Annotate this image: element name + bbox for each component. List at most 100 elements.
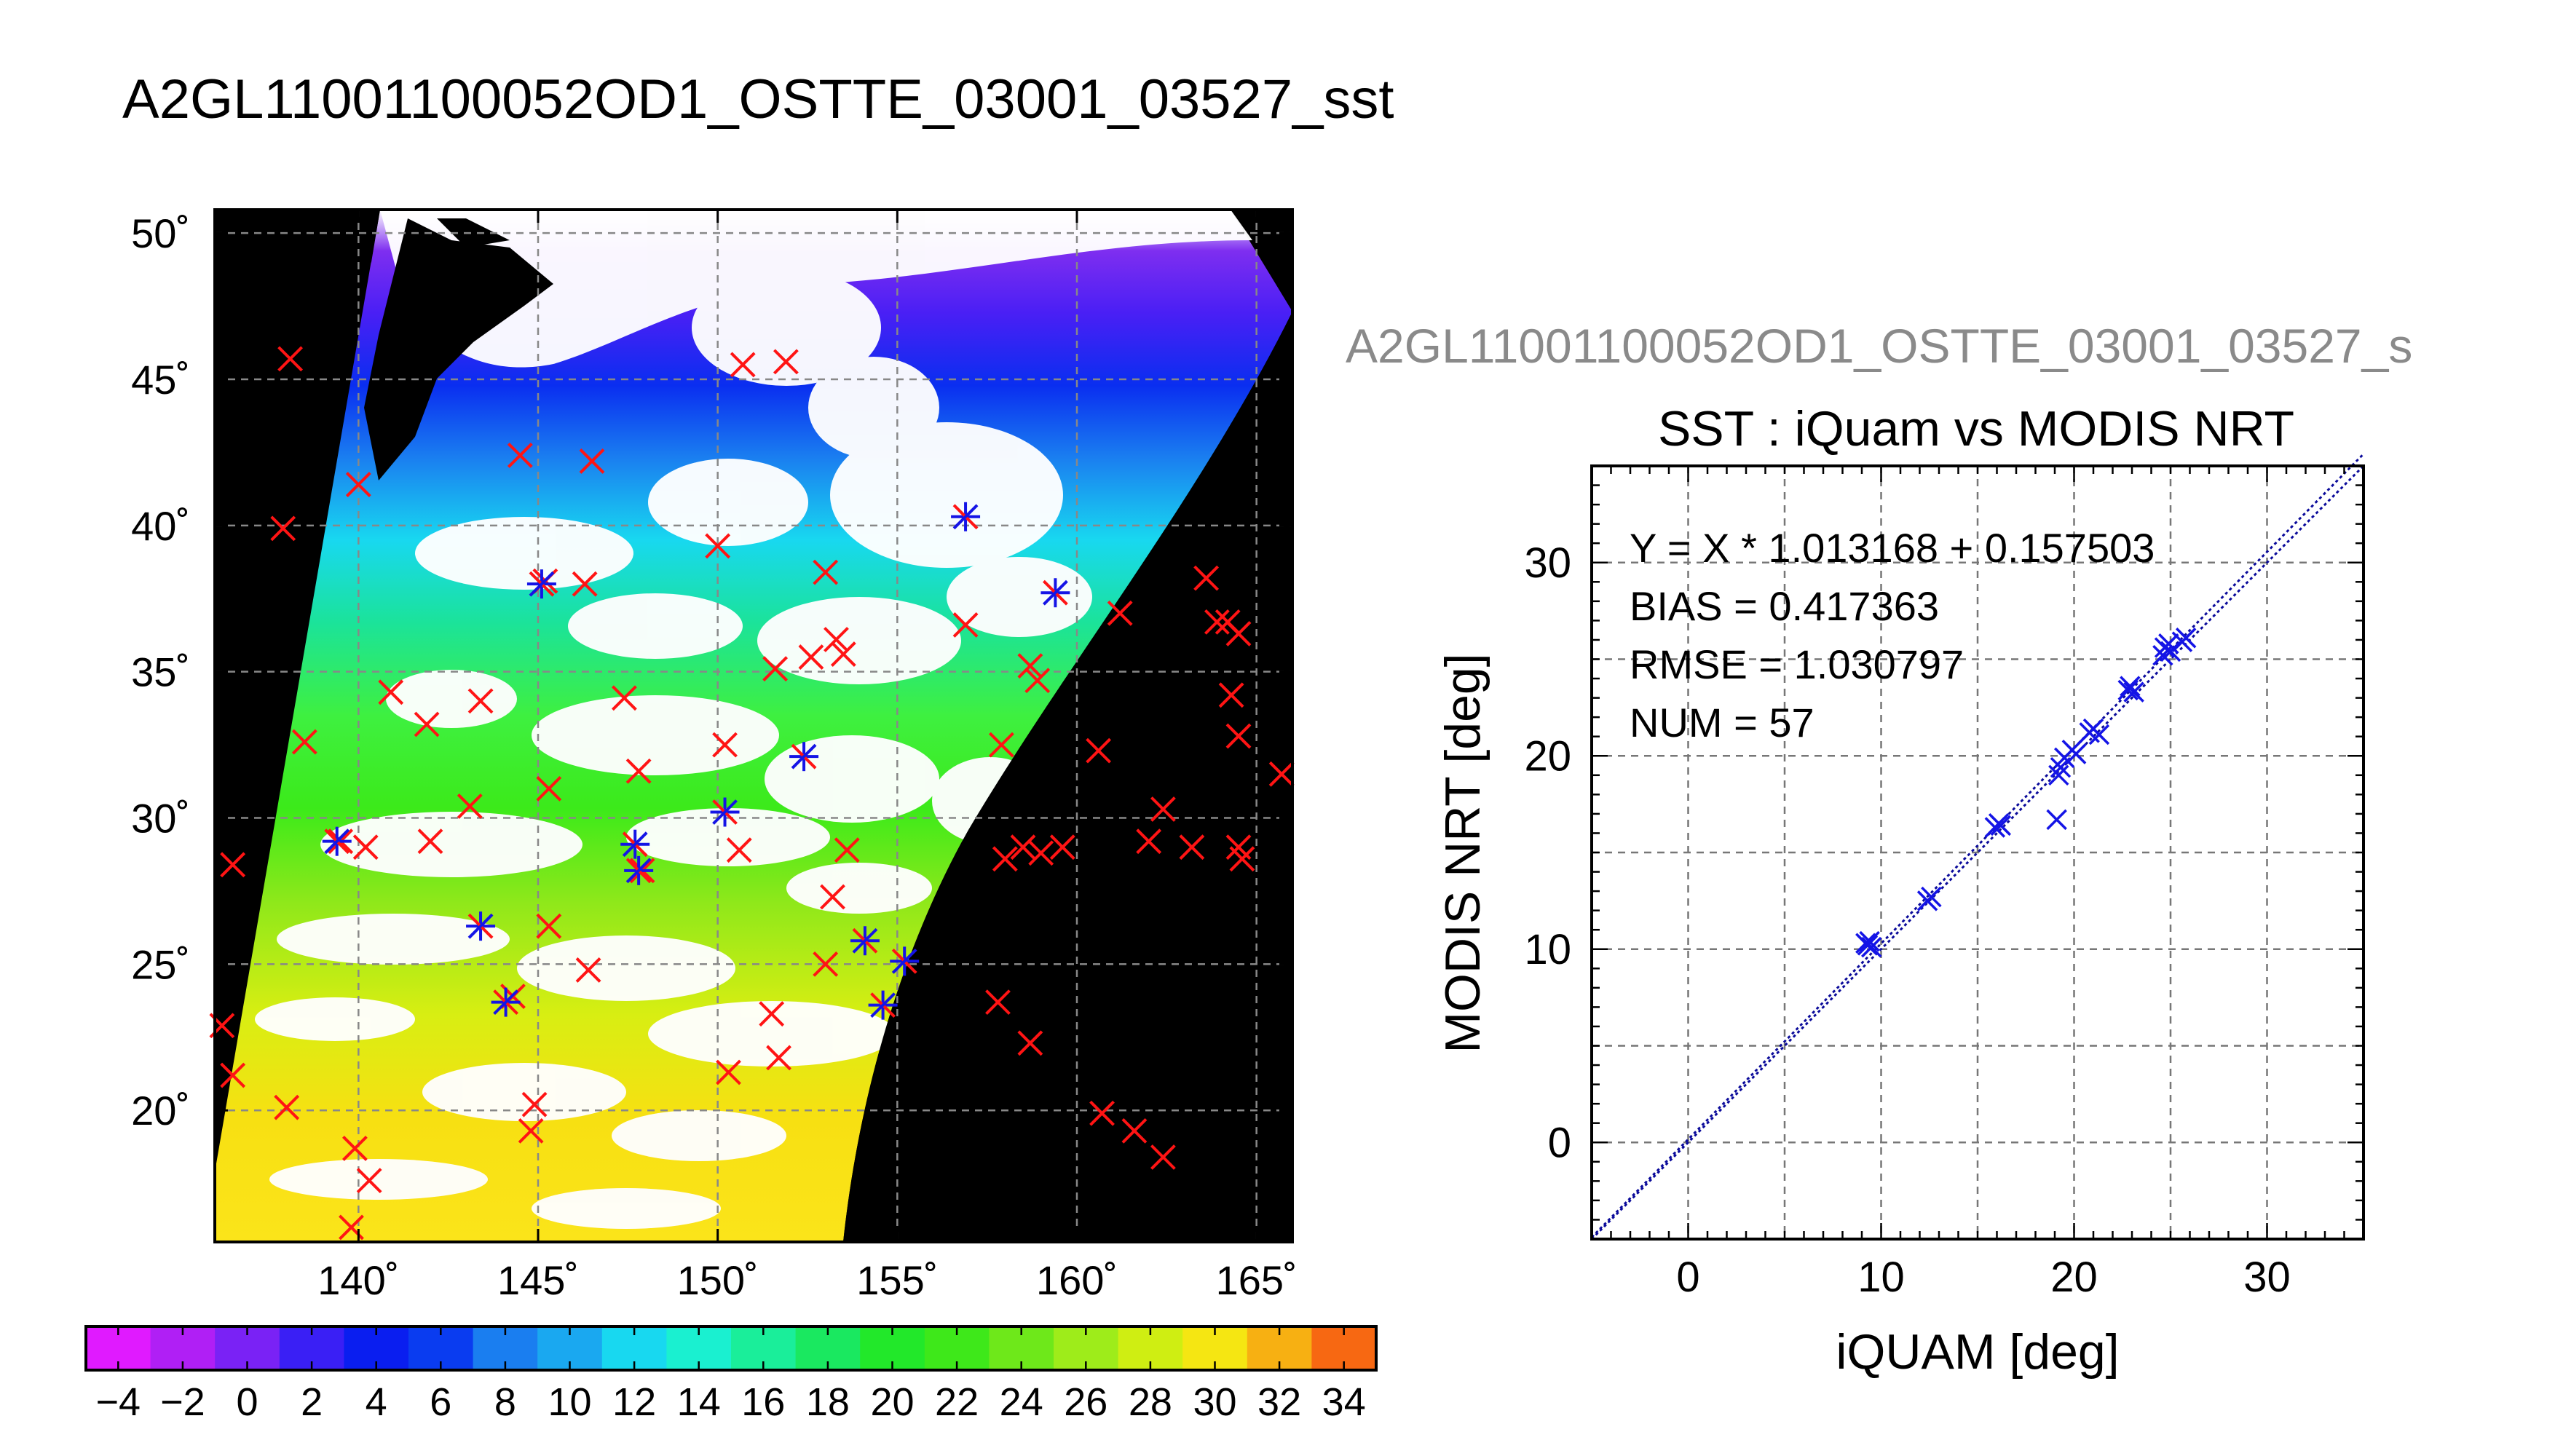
map-ytick-label: 50˚ <box>131 210 190 256</box>
map-matchup-marker <box>1179 834 1205 860</box>
map-matched-marker <box>789 742 819 772</box>
scatter-xtick-label: 10 <box>1857 1254 1905 1301</box>
scatter-point <box>2160 641 2181 662</box>
map-matchup-marker <box>1193 565 1220 591</box>
map-matchup-marker <box>730 352 756 378</box>
map-xtick-label: 140˚ <box>317 1257 399 1303</box>
map-matched-marker <box>466 911 496 941</box>
scatter-point <box>2061 740 2083 761</box>
land <box>215 210 553 597</box>
map-matchup-marker <box>1010 834 1036 860</box>
scatter-xlabel: iQUAM [deg] <box>1836 1324 2119 1380</box>
map-matchups <box>209 346 1295 1241</box>
map-matchup-marker <box>1150 796 1176 822</box>
map-matched-marker <box>1040 578 1070 608</box>
map-matchup-marker <box>952 612 979 638</box>
map-matchup-marker <box>352 834 379 860</box>
map-matchup-marker <box>813 951 839 977</box>
scatter-point <box>1859 930 1880 952</box>
map-matched-marker <box>624 855 654 885</box>
map-matched-marker <box>710 797 740 827</box>
map-matchup-marker <box>1024 668 1051 694</box>
map-matchup-marker <box>773 349 799 375</box>
colorbar-tick-labels: −4 −2 0 2 4 6 8 10 12 14 16 18 20 22 24 26 28 30 32 34 <box>96 1326 1366 1424</box>
colorbar-tick-label: 30 <box>1193 1380 1236 1424</box>
map-matchup-marker <box>1136 828 1162 855</box>
map-matchup-marker <box>759 1001 785 1027</box>
colorbar-frame <box>84 1325 1378 1372</box>
map-ytick-label: 20˚ <box>131 1088 190 1133</box>
map-ytick-label: 40˚ <box>131 503 190 549</box>
map-xtick-label: 145˚ <box>497 1257 579 1303</box>
map-xtick-label: 165˚ <box>1216 1257 1298 1303</box>
map-matchup-marker <box>820 884 845 910</box>
scatter-point <box>2120 676 2141 697</box>
colorbar-tick-label: 20 <box>870 1380 914 1424</box>
colorbar: −4 −2 0 2 4 6 8 10 12 14 16 18 20 22 24 26 28 30 32 34 <box>84 1325 1378 1424</box>
map-frame <box>213 208 1294 1243</box>
map-matchup-marker <box>457 794 483 819</box>
map-matchup-marker <box>518 1117 544 1144</box>
map-matchup-marker <box>467 688 494 714</box>
map-grid <box>215 210 1292 1242</box>
scatter-header: A2GL11001100052OD1_OSTTE_03001_03527_s <box>1346 319 2412 373</box>
colorbar-tick-label: 4 <box>366 1380 387 1424</box>
colorbar-tick-label: 34 <box>1322 1380 1366 1424</box>
colorbar-tick-label: 24 <box>1000 1380 1043 1424</box>
map-matchup-marker <box>277 346 304 372</box>
scatter-fit-lines <box>1590 453 2365 1241</box>
scatter-point <box>1857 935 1879 956</box>
map-ytick-label: 45˚ <box>131 357 190 403</box>
colorbar-tick-label: 26 <box>1064 1380 1107 1424</box>
map-matchup-marker <box>536 913 562 939</box>
map-matched-marker <box>491 987 521 1017</box>
map-xtick-label: 155˚ <box>856 1257 938 1303</box>
stats-num: NUM = 57 <box>1630 700 1814 745</box>
map-matchup-marker <box>798 644 824 670</box>
map-matched-marker <box>322 826 352 856</box>
map-matchup-marker <box>417 828 443 855</box>
map-matchup-marker <box>220 1062 246 1088</box>
map-matchup-marker <box>1225 621 1252 646</box>
figure-title: A2GL11001100052OD1_OSTTE_03001_03527_sst <box>122 68 1394 130</box>
map-matched-marker <box>890 946 920 976</box>
map-matchup-marker <box>1086 737 1112 764</box>
stats-fit: Y = X * 1.013168 + 0.157503 <box>1630 525 2155 571</box>
map-matchup-marker <box>1204 609 1230 635</box>
map-matched-marker <box>868 990 898 1020</box>
colorbar-tick-label: 8 <box>494 1380 516 1424</box>
no-data-region <box>843 312 1292 1242</box>
map-matchup-marker <box>762 656 789 682</box>
stats-rmse: RMSE = 1.030797 <box>1630 641 1964 687</box>
map-matchup-marker <box>1017 1030 1043 1056</box>
map-matchup-marker <box>1268 761 1295 787</box>
scatter-stats: Y = X * 1.013168 + 0.157503 BIAS = 0.417… <box>1630 525 2155 745</box>
map-matchup-marker <box>1017 653 1043 679</box>
map-matchup-marker <box>575 957 601 983</box>
scatter-xtick-label: 0 <box>1676 1254 1699 1301</box>
colorbar-tick-label: 14 <box>677 1380 721 1424</box>
map-ytick-label: 30˚ <box>131 796 190 842</box>
colorbar-tick-label: 0 <box>236 1380 258 1424</box>
scatter-title: SST : iQuam vs MODIS NRT <box>1658 401 2294 456</box>
scatter-point <box>2175 628 2197 649</box>
map-xtick-label: 160˚ <box>1036 1257 1118 1303</box>
map-matchup-marker <box>1150 1144 1176 1170</box>
colorbar-tick-label: 16 <box>741 1380 785 1424</box>
scatter-xtick-label: 20 <box>2050 1254 2098 1301</box>
map-matchup-marker <box>1121 1117 1148 1144</box>
stats-bias: BIAS = 0.417363 <box>1630 583 1939 629</box>
scatter-point <box>1921 886 1942 908</box>
map-matchup-marker <box>1229 846 1255 872</box>
map-panel: 140˚ 145˚ 150˚ 155˚ 160˚ 165˚ 50˚ 45˚ 40˚ 35˚ 30˚ 2… <box>131 208 1298 1303</box>
map-matchup-marker <box>766 1045 791 1071</box>
map-matchup-marker <box>1028 840 1054 866</box>
map-matchup-marker <box>341 1136 368 1161</box>
map-matchup-marker <box>274 1094 300 1120</box>
map-matched-marker <box>620 829 650 859</box>
scatter-point <box>2048 764 2069 786</box>
identity-line <box>1590 464 2365 1241</box>
colorbar-tick-label: −2 <box>160 1380 205 1424</box>
scatter-point <box>2046 809 2067 831</box>
